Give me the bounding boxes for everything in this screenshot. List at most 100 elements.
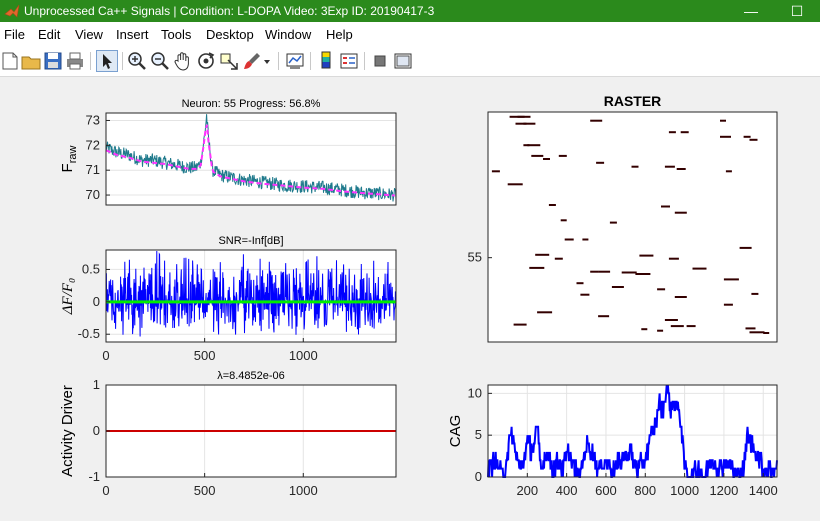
y-tick-label: 73 [86, 112, 100, 127]
menu-bar: File Edit View Insert Tools Desktop Wind… [0, 22, 820, 46]
menu-window[interactable]: Window [265, 27, 312, 42]
menu-desktop[interactable]: Desktop [206, 27, 254, 42]
y-tick-label: 10 [468, 385, 482, 400]
pointer-icon[interactable] [96, 50, 118, 72]
x-tick-label: 0 [102, 483, 109, 498]
ylabel-text: ΔF/F₀ [60, 278, 76, 316]
pan-hand-icon[interactable] [172, 50, 194, 72]
raster-event [749, 331, 765, 334]
dff-axes [105, 249, 397, 343]
raster-event [491, 170, 500, 173]
raster-event [686, 325, 696, 328]
raster-event [668, 131, 676, 134]
ylabel-text: F [59, 163, 76, 172]
axes-frame [105, 249, 397, 343]
hide-plot-tools-icon[interactable] [369, 50, 391, 72]
raster-event [720, 135, 731, 138]
raster-event [582, 238, 589, 241]
zoom-out-icon[interactable] [149, 50, 171, 72]
open-folder-icon[interactable] [20, 50, 42, 72]
menu-edit[interactable]: Edit [38, 27, 61, 42]
link-plot-icon[interactable] [284, 50, 306, 72]
raster-event [739, 246, 752, 249]
raster-event [743, 135, 751, 138]
dff-ylabel: ΔF/F₀ [60, 278, 76, 316]
raster-event [523, 144, 530, 147]
raster-event [674, 296, 687, 298]
raster-event [507, 183, 523, 186]
plot-area [488, 112, 777, 342]
x-tick-label: 0 [102, 348, 109, 363]
minimize-button[interactable]: — [744, 3, 758, 19]
raster-event [657, 288, 666, 291]
y-tick-label: 0.5 [82, 261, 100, 276]
raster-event [513, 323, 527, 326]
brush-dropdown-icon[interactable] [262, 50, 272, 72]
menu-view[interactable]: View [75, 27, 103, 42]
zoom-in-icon[interactable] [126, 50, 148, 72]
raster-event [548, 204, 556, 206]
raster-event [529, 266, 545, 269]
raster-event [537, 311, 553, 314]
x-tick-label: 1400 [749, 483, 778, 498]
raster-event [560, 219, 567, 222]
raster-event [723, 303, 733, 306]
y-tick-label: 55 [468, 250, 482, 265]
raster-event [763, 332, 770, 334]
x-tick-label: 800 [634, 483, 656, 498]
maximize-button[interactable]: ☐ [790, 3, 804, 19]
raster-event [639, 254, 654, 257]
brush-icon[interactable] [241, 50, 263, 72]
x-tick-label: 500 [194, 348, 216, 363]
raw-title: Neuron: 55 Progress: 56.8% [182, 98, 321, 110]
rotate-3d-icon[interactable] [195, 50, 217, 72]
x-tick-label: 1000 [289, 348, 318, 363]
window-title: Unprocessed Ca++ Signals | Condition: L-… [24, 4, 435, 18]
raster-event [554, 257, 563, 260]
raster-event [564, 238, 574, 241]
raster-event [676, 168, 686, 170]
raster-event [635, 273, 651, 275]
menu-help[interactable]: Help [326, 27, 353, 42]
raster-event [670, 325, 684, 328]
raster-event [558, 154, 567, 157]
raster-axes [487, 111, 778, 343]
y-tick-label: 0 [93, 294, 100, 309]
menu-tools[interactable]: Tools [161, 27, 192, 42]
raster-event [527, 144, 541, 147]
ylabel-subscript: raw [67, 146, 79, 164]
new-file-icon[interactable] [0, 50, 22, 72]
figure-canvas: 70 71 72 73 Neuron: 55 Progress: 56.8% Fraw -0… [0, 77, 820, 516]
x-tick-label: 1000 [670, 483, 699, 498]
ylabel-text: Activity Driver [59, 385, 76, 477]
insert-colorbar-icon[interactable] [315, 50, 337, 72]
raster-event [523, 122, 536, 125]
raster-event [580, 293, 590, 296]
menu-file[interactable]: File [4, 27, 25, 42]
x-tick-label: 1200 [709, 483, 738, 498]
print-icon[interactable] [64, 50, 86, 72]
x-tick-label: 400 [556, 483, 578, 498]
raster-event [692, 267, 707, 270]
raster-event [590, 119, 603, 122]
driver-axes [105, 384, 397, 478]
raster-event [535, 253, 550, 256]
toolbar-separator [310, 52, 311, 70]
toolbar-separator [122, 52, 123, 70]
cag-axes [487, 384, 778, 478]
raster-event [745, 327, 756, 330]
raster-event [543, 158, 550, 160]
insert-legend-icon[interactable] [338, 50, 360, 72]
raster-title: RASTER [604, 93, 662, 109]
raster-event [596, 161, 605, 164]
raster-event [641, 328, 648, 331]
data-cursor-icon[interactable] [218, 50, 240, 72]
save-icon[interactable] [42, 50, 64, 72]
y-tick-label: 1 [93, 377, 100, 392]
toolbar-separator [278, 52, 279, 70]
driver-ylabel: Activity Driver [59, 385, 76, 477]
menu-insert[interactable]: Insert [116, 27, 149, 42]
show-plot-tools-icon[interactable] [392, 50, 414, 72]
raster-event [621, 271, 637, 274]
raster-event [725, 170, 732, 173]
